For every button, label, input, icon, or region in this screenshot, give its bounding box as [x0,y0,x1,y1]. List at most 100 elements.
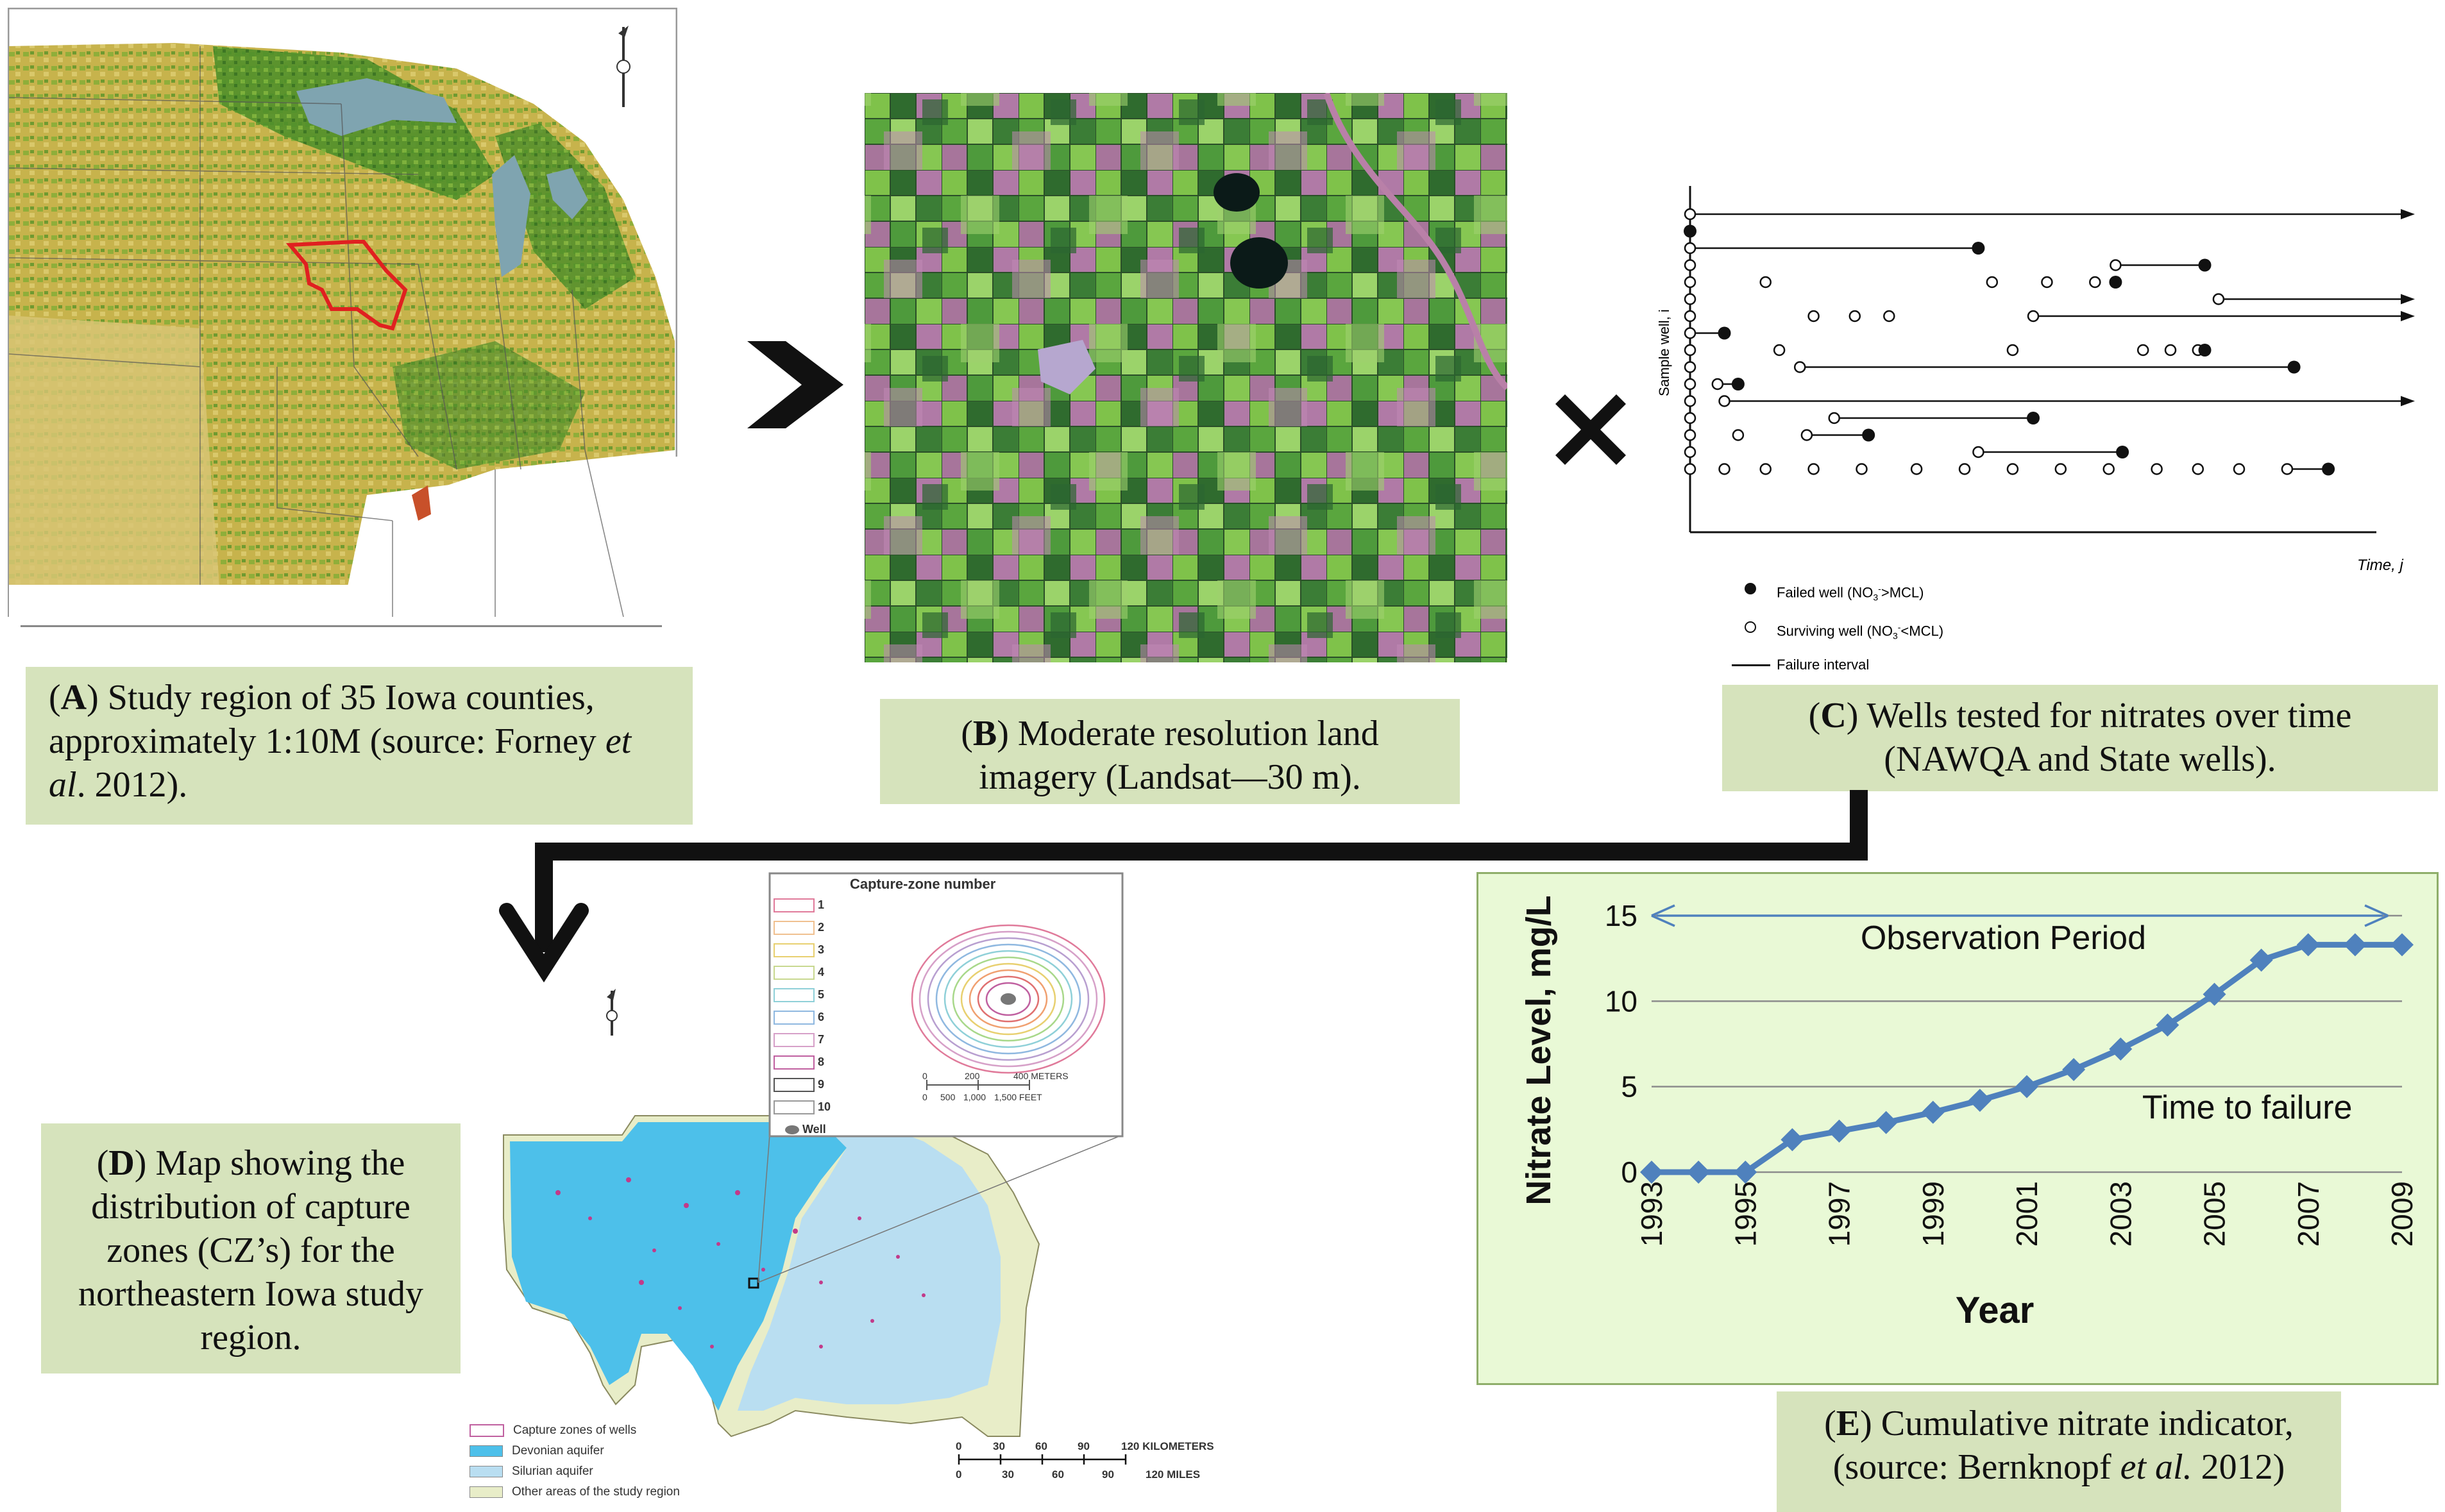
time-axis-label: Time, j [2357,557,2403,574]
failed-well-marker [2287,360,2301,374]
failed-well-marker [2116,446,2129,458]
well-timeline-panel: Sample well, i Time, j Failed well (NO3-… [1642,186,2431,673]
surviving-well-marker [1684,361,1696,373]
legend-failed-well: Failed well (NO3->MCL) [1732,574,1943,612]
y-tick-label: 5 [1621,1070,1637,1104]
zone-legend-item: 8 [774,1051,831,1073]
north-arrow-icon [616,26,630,107]
legend-devonian: Devonian aquifer [470,1441,680,1461]
surviving-well-marker [1958,463,1971,475]
surviving-well-marker [2054,463,2067,475]
surviving-well-marker [1972,446,1984,458]
line-icon [1732,664,1770,667]
surviving-well-marker [1684,378,1696,391]
surviving-well-marker [1807,463,1820,475]
y-tick-label: 15 [1605,899,1637,932]
data-point-marker [2249,948,2273,972]
x-tick-label: 2001 [2010,1181,2043,1247]
arrow-right-icon [747,341,843,428]
well-icon [785,1125,799,1135]
zone-legend-item: 9 [774,1073,831,1096]
surviving-well-marker [1910,463,1923,475]
failed-well-marker [2198,258,2212,272]
surviving-well-marker [1856,463,1868,475]
failed-well-marker [1684,224,1696,238]
failed-well-marker [1731,378,1745,391]
x-axis-title: Year [1956,1289,2035,1331]
failed-well-marker [2027,412,2040,424]
failed-well-marker [2322,462,2335,476]
multiply-icon [1555,394,1626,465]
zone-legend-item: 6 [774,1006,831,1029]
surviving-well-marker [1732,429,1745,441]
data-point-marker [1781,1128,1804,1152]
inset-title: Capture-zone number [850,876,996,892]
caption-b: (B) Moderate resolution land imagery (La… [880,699,1460,804]
map-a-baseline [21,625,662,627]
aquifer-legend: Capture zones of wells Devonian aquifer … [470,1420,680,1502]
x-tick-label: 2009 [2385,1181,2419,1247]
surviving-well-marker [1718,463,1730,475]
scale-kilometers: 0 30 60 90 120 KILOMETERS [956,1440,1214,1452]
surviving-well-marker [1684,429,1696,441]
zone-legend-item: 2 [774,916,831,939]
legend-failure-interval: Failure interval [1732,650,1943,680]
surviving-well-marker [1883,310,1895,323]
surviving-well-marker [1684,259,1696,271]
nitrate-chart: 0 5 10 15 1993 1995 1997 1999 2001 2003 2005 2007 20… [1476,872,2439,1385]
inset-scale-feet: 0 500 1,000 1,500 FEET [922,1092,1042,1102]
data-point-marker [1827,1120,1851,1143]
filled-circle-icon [1745,583,1756,594]
surviving-well-marker [1759,276,1772,289]
surviving-well-marker [1684,208,1696,221]
zone-legend-item: 7 [774,1029,831,1051]
data-point-marker [1640,1161,1663,1184]
y-tick-label: 0 [1621,1155,1637,1189]
failed-well-marker [1718,326,1731,340]
surviving-well-marker [2102,463,2115,475]
scale-miles: 0 30 60 90 120 MILES [956,1468,1201,1481]
surviving-well-marker [2027,310,2040,323]
surviving-well-marker [1718,395,1730,407]
surviving-well-marker [1684,412,1696,424]
x-tick-label: 2003 [2104,1181,2137,1247]
surviving-well-marker [1684,276,1696,289]
capture-zone-map: Capture-zone number 1 2 3 4 5 6 7 8 9 10… [462,859,1328,1507]
data-point-marker [1687,1161,1711,1184]
x-tick-label: 2005 [2198,1181,2231,1247]
caption-d: (D) Map showing the distribution of capt… [41,1123,461,1373]
zone-legend-item: 10 [774,1096,831,1118]
arrowhead-icon [2401,294,2415,305]
legend-surviving-well: Surviving well (NO3-<MCL) [1732,612,1943,651]
surviving-well-marker [1684,293,1696,305]
north-arrow-icon [606,989,618,1036]
inset-scale-meters: 0 200 400 METERS [922,1071,1069,1081]
zone-legend-item: 1 [774,894,831,916]
surviving-well-marker [1800,429,1813,441]
surviving-well-marker [2164,344,2177,357]
surviving-well-marker [2281,463,2294,475]
x-tick-label: 1997 [1823,1181,1856,1247]
surviving-well-marker [1684,242,1696,255]
surviving-well-marker [2006,344,2019,357]
surviving-well-marker [2089,276,2101,289]
arrowhead-right-icon [2364,904,2389,927]
surviving-well-marker [1684,310,1696,323]
x-tick-label: 1993 [1635,1181,1668,1247]
surviving-well-marker [1684,463,1696,475]
y-tick-label: 10 [1605,984,1637,1018]
data-point-marker [2203,982,2226,1006]
caption-a: (A) Study region of 35 Iowa counties, ap… [26,667,693,825]
x-tick-label: 1995 [1729,1181,1762,1247]
surviving-well-marker [1986,276,1999,289]
data-point-marker [1968,1089,1992,1112]
caption-e: (E) Cumulative nitrate indicator, (sourc… [1777,1391,2341,1512]
failed-well-marker [1862,428,1875,442]
surviving-well-marker [2110,259,2122,271]
zone-legend-well: Well [774,1118,831,1141]
arrowhead-icon [2401,396,2415,407]
caption-c: (C) Wells tested for nitrates over time … [1722,685,2438,791]
surviving-well-marker [2233,463,2246,475]
surviving-well-marker [2006,463,2019,475]
